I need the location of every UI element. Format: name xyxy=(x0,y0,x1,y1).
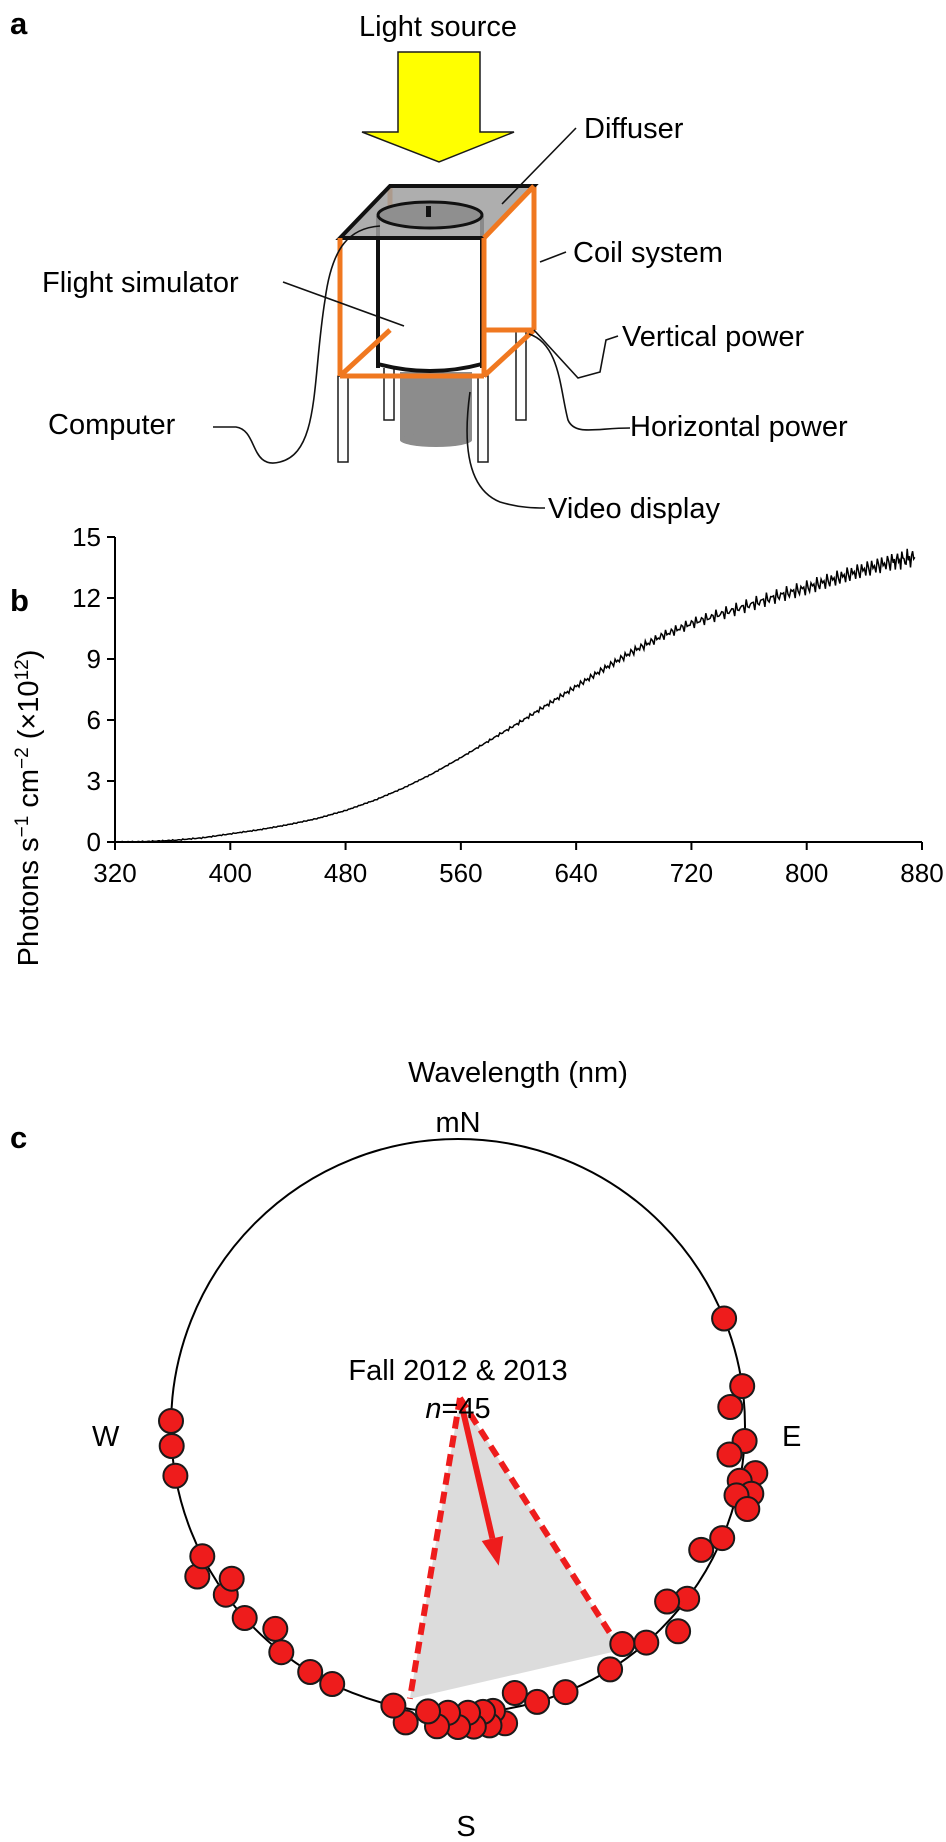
x-tick-label: 720 xyxy=(670,858,713,888)
panel-b: b 0 3 6 9 12 15 320 400 480 560 640 720 800 880 Wavel… xyxy=(10,522,944,1089)
bearing-dot xyxy=(415,1698,441,1725)
x-axis-label: Wavelength (nm) xyxy=(408,1057,628,1089)
label-light-source: Light source xyxy=(359,11,517,43)
leader-lines xyxy=(213,127,631,509)
bearing-dot xyxy=(711,1305,738,1332)
bearing-dot xyxy=(709,1525,736,1552)
sample-size: n=45 xyxy=(425,1393,490,1425)
mean-vector-arrow xyxy=(457,1397,496,1540)
x-tick-label: 880 xyxy=(900,858,943,888)
panel-a: a Light source xyxy=(10,6,848,525)
y-tick-label: 15 xyxy=(72,522,101,552)
panel-letter-a: a xyxy=(10,6,28,41)
coil-system-front xyxy=(337,184,536,379)
bearing-dot xyxy=(609,1631,636,1657)
x-tick-label: 400 xyxy=(209,858,252,888)
group-title: Fall 2012 & 2013 xyxy=(348,1355,567,1387)
bearing-dot xyxy=(297,1659,324,1685)
bearing-dot xyxy=(158,1408,184,1434)
confidence-limit-left xyxy=(406,1397,463,1700)
x-tick-label: 480 xyxy=(324,858,367,888)
y-tick-label: 12 xyxy=(72,583,101,613)
bearing-dot xyxy=(262,1615,289,1642)
y-tick-label: 6 xyxy=(87,705,101,735)
bearing-dot xyxy=(319,1671,346,1697)
label-horizontal-power: Horizontal power xyxy=(630,411,848,443)
compass-east-label: E xyxy=(782,1421,801,1453)
y-tick-label: 0 xyxy=(87,827,101,857)
label-coil-system: Coil system xyxy=(573,237,723,269)
bearing-dot xyxy=(716,1441,743,1468)
bearing-dot xyxy=(665,1618,692,1645)
bearing-dot xyxy=(717,1394,744,1420)
x-tick-label: 640 xyxy=(554,858,597,888)
bearing-dot xyxy=(654,1588,681,1615)
spectrum-line xyxy=(115,548,916,843)
bearing-dot xyxy=(162,1462,189,1489)
y-tick-label: 3 xyxy=(87,766,101,796)
confidence-limit-right xyxy=(457,1396,624,1652)
bearing-dot xyxy=(218,1565,245,1592)
panel-letter-c: c xyxy=(10,1120,27,1155)
compass-west-label: W xyxy=(92,1421,120,1453)
y-tick-label: 9 xyxy=(87,644,101,674)
compass-south-label: S xyxy=(456,1811,475,1842)
label-video-display: Video display xyxy=(548,493,720,525)
cylinder-top-mark xyxy=(426,206,431,217)
mean-vector-arrowhead xyxy=(481,1536,504,1566)
bearing-dot xyxy=(380,1692,407,1719)
bearing-dot xyxy=(189,1543,216,1570)
bearing-dot xyxy=(633,1629,660,1656)
bearing-dot xyxy=(501,1680,528,1706)
light-source-arrow xyxy=(361,51,515,163)
label-flight-simulator: Flight simulator xyxy=(42,267,239,299)
x-tick-label: 320 xyxy=(93,858,136,888)
bearing-dot xyxy=(734,1496,761,1522)
bearing-dot xyxy=(231,1605,258,1631)
video-display-cylinder xyxy=(400,372,472,447)
bearing-dot xyxy=(597,1656,624,1683)
panel-letter-b: b xyxy=(10,583,29,618)
spectrum-axes: 0 3 6 9 12 15 320 400 480 560 640 720 800 880 xyxy=(72,522,944,888)
x-tick-label: 560 xyxy=(439,858,482,888)
confidence-cone xyxy=(409,1398,621,1699)
label-computer: Computer xyxy=(48,409,176,441)
label-diffuser: Diffuser xyxy=(584,113,684,145)
bearing-dot xyxy=(524,1688,551,1715)
bearing-dot xyxy=(268,1639,295,1666)
bearing-dot xyxy=(688,1536,715,1563)
compass-north-label: mN xyxy=(435,1107,480,1139)
bearing-dot xyxy=(729,1373,756,1400)
label-vertical-power: Vertical power xyxy=(622,321,804,353)
y-axis-label: Photons s−1 cm−2 (×1012) xyxy=(12,650,45,967)
x-tick-label: 800 xyxy=(785,858,828,888)
bearing-dot xyxy=(552,1679,579,1706)
bearing-dot xyxy=(158,1433,185,1459)
panel-c: c mN S E W Fall 2012 & 2013 n=45 xyxy=(10,1107,801,1842)
bearing-dots xyxy=(158,1305,769,1740)
